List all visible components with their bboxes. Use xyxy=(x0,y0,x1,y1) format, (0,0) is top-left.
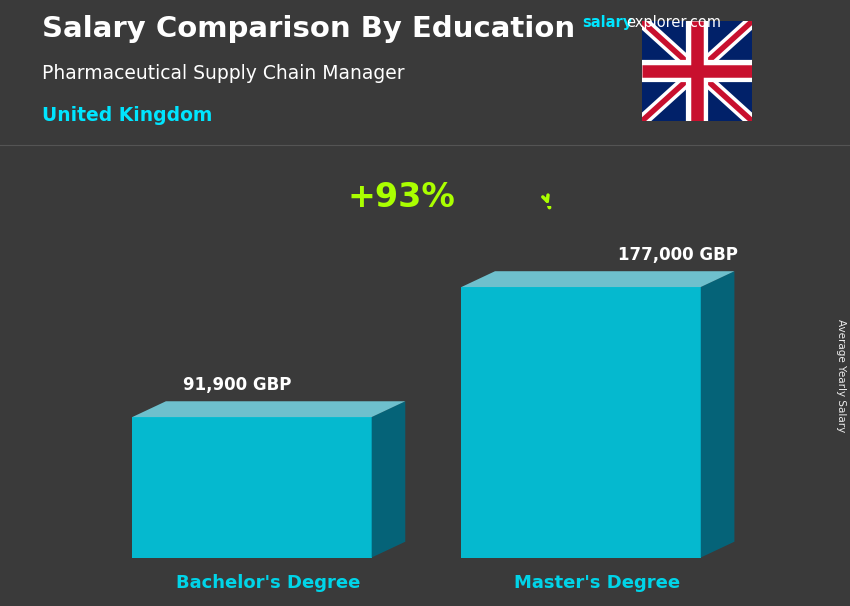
Text: salary: salary xyxy=(582,15,632,30)
Text: 177,000 GBP: 177,000 GBP xyxy=(618,246,739,264)
Polygon shape xyxy=(371,401,405,558)
Text: Salary Comparison By Education: Salary Comparison By Education xyxy=(42,15,575,43)
Text: 91,900 GBP: 91,900 GBP xyxy=(183,376,292,395)
Text: Pharmaceutical Supply Chain Manager: Pharmaceutical Supply Chain Manager xyxy=(42,64,405,82)
Polygon shape xyxy=(700,271,734,558)
Polygon shape xyxy=(133,401,405,417)
Text: Average Yearly Salary: Average Yearly Salary xyxy=(836,319,846,432)
Text: United Kingdom: United Kingdom xyxy=(42,106,212,125)
Polygon shape xyxy=(462,271,734,287)
Text: explorer.com: explorer.com xyxy=(626,15,722,30)
Polygon shape xyxy=(133,417,371,558)
Text: +93%: +93% xyxy=(348,181,456,214)
Polygon shape xyxy=(462,287,700,558)
